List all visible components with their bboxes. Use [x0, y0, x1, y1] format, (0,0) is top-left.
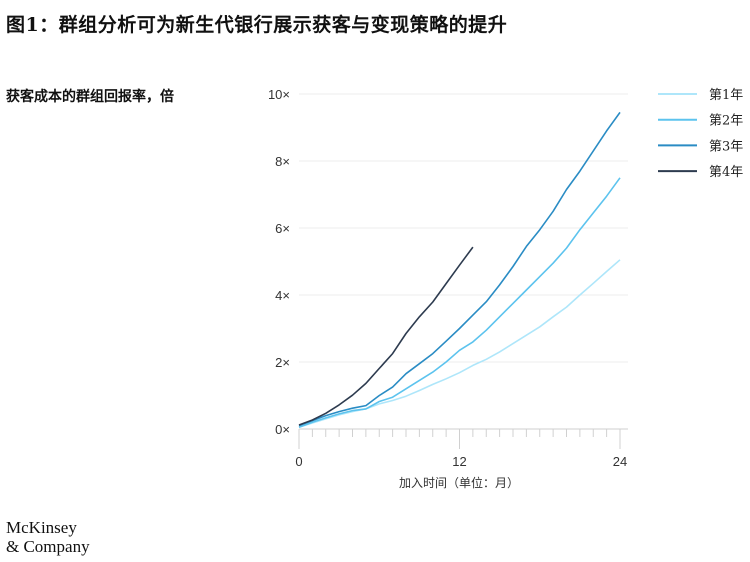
x-axis-label: 加入时间（单位：月）: [399, 475, 519, 490]
x-tick-label: 12: [452, 454, 466, 469]
y-tick-label: 0×: [275, 422, 290, 437]
figure-title: 图1：群组分析可为新生代银行展示获客与变现策略的提升: [6, 14, 508, 36]
series-line-2: [298, 177, 621, 429]
series-line-4: [298, 246, 474, 426]
x-tick-label: 24: [613, 454, 627, 469]
y-tick-label: 10×: [268, 87, 290, 102]
series-line-1: [298, 259, 621, 429]
x-tick-label: 0: [295, 454, 302, 469]
logo-line-2: & Company: [6, 537, 90, 556]
legend-label-1: 第1年: [709, 88, 743, 103]
legend-label-2: 第2年: [709, 114, 743, 129]
series-line-3: [298, 111, 621, 427]
y-tick-label: 6×: [275, 221, 290, 236]
legend-label-3: 第3年: [709, 139, 743, 154]
legend-label-4: 第4年: [709, 165, 743, 180]
y-axis-label: 获客成本的群组回报率，倍: [6, 89, 174, 105]
y-tick-label: 2×: [275, 355, 290, 370]
y-tick-label: 8×: [275, 154, 290, 169]
y-tick-label: 4×: [275, 288, 290, 303]
logo-line-1: McKinsey: [6, 518, 77, 537]
mckinsey-logo: McKinsey & Company: [6, 518, 90, 556]
